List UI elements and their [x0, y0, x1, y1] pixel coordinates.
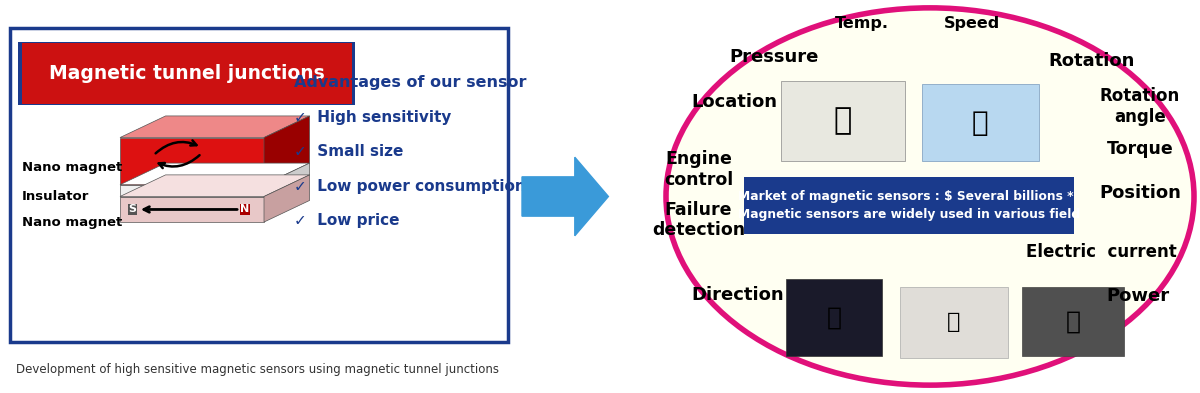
Text: Engine
control: Engine control — [664, 151, 733, 189]
Text: Position: Position — [1099, 184, 1181, 202]
Text: Nano magnet: Nano magnet — [22, 160, 122, 174]
Text: Insulator: Insulator — [22, 190, 89, 203]
Text: Torque: Torque — [1106, 140, 1174, 158]
Text: 🚗: 🚗 — [834, 107, 852, 135]
Polygon shape — [120, 196, 264, 222]
FancyBboxPatch shape — [781, 81, 905, 161]
Text: Nano magnet: Nano magnet — [22, 215, 122, 229]
FancyArrow shape — [522, 157, 608, 236]
Text: Rotation: Rotation — [1049, 52, 1135, 70]
Text: 📱: 📱 — [827, 305, 841, 329]
Text: Pressure: Pressure — [730, 48, 818, 66]
Text: Advantages of our sensor: Advantages of our sensor — [294, 75, 527, 90]
Text: 💽: 💽 — [1066, 309, 1081, 333]
Text: N: N — [240, 204, 250, 215]
Text: Power: Power — [1106, 286, 1169, 305]
Text: ✓  Small size: ✓ Small size — [294, 144, 403, 159]
Text: Market of magnetic sensors : $ Several billions *
Magnetic sensors are widely us: Market of magnetic sensors : $ Several b… — [738, 190, 1080, 221]
Polygon shape — [120, 116, 310, 138]
Text: Electric  current: Electric current — [1026, 242, 1177, 261]
Polygon shape — [120, 138, 264, 185]
Polygon shape — [120, 163, 310, 185]
Text: Temp.: Temp. — [835, 16, 888, 31]
Polygon shape — [120, 175, 310, 196]
Text: S: S — [128, 204, 137, 215]
Polygon shape — [264, 175, 310, 222]
Text: ✓  High sensitivity: ✓ High sensitivity — [294, 110, 451, 125]
Text: Magnetic tunnel junctions: Magnetic tunnel junctions — [49, 64, 324, 83]
FancyBboxPatch shape — [10, 28, 508, 342]
Polygon shape — [264, 116, 310, 185]
FancyBboxPatch shape — [900, 287, 1008, 358]
Text: Direction: Direction — [691, 286, 785, 304]
Text: ✓  Low power consumption: ✓ Low power consumption — [294, 179, 526, 194]
Text: Rotation
angle: Rotation angle — [1100, 87, 1180, 125]
FancyBboxPatch shape — [744, 177, 1074, 234]
Text: Speed: Speed — [944, 16, 1000, 31]
Text: Development of high sensitive magnetic sensors using magnetic tunnel junctions: Development of high sensitive magnetic s… — [17, 363, 499, 376]
FancyBboxPatch shape — [786, 279, 882, 356]
Text: 🦾: 🦾 — [972, 109, 989, 137]
Ellipse shape — [666, 8, 1194, 385]
FancyBboxPatch shape — [922, 84, 1039, 161]
Polygon shape — [120, 185, 264, 196]
FancyBboxPatch shape — [22, 43, 352, 104]
Polygon shape — [264, 163, 310, 196]
Text: 🏥: 🏥 — [947, 312, 961, 332]
Text: Failure
detection: Failure detection — [652, 201, 745, 239]
FancyBboxPatch shape — [18, 42, 355, 105]
Text: Location: Location — [691, 93, 778, 111]
FancyBboxPatch shape — [1022, 287, 1124, 356]
Text: ✓  Low price: ✓ Low price — [294, 213, 400, 228]
